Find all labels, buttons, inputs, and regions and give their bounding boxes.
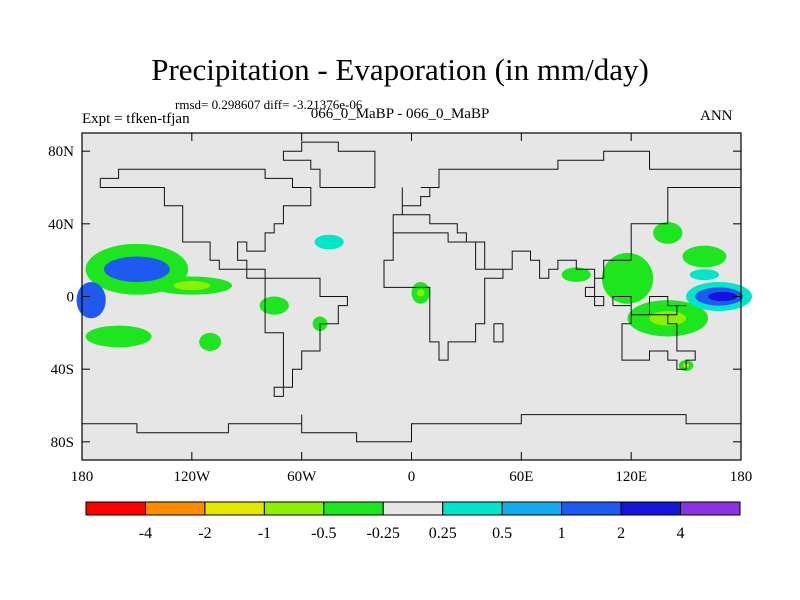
x-tick-label: 180 xyxy=(71,469,94,485)
colorbar-box xyxy=(144,501,206,516)
chart-title: Precipitation - Evaporation (in mm/day) xyxy=(151,52,649,87)
stats-text: rmsd= 0.298607 diff= -3.21376e-06 xyxy=(175,97,363,112)
y-tick-label: 40S xyxy=(51,362,74,378)
y-tick-label: 80S xyxy=(51,435,74,451)
colorbar-label: -2 xyxy=(198,525,211,542)
anomaly-region xyxy=(85,325,152,348)
experiment-label: Expt = tfken-tfjan xyxy=(82,111,190,127)
y-tick-label: 40N xyxy=(48,217,74,233)
anomaly-region xyxy=(653,222,683,244)
colorbar-box xyxy=(680,501,741,516)
x-tick-label: 60W xyxy=(287,469,317,485)
x-tick-label: 120E xyxy=(615,469,647,485)
season-label: ANN xyxy=(700,108,733,124)
anomaly-region xyxy=(76,281,106,319)
colorbar-label: 2 xyxy=(617,525,625,542)
x-tick-label: 60E xyxy=(509,469,533,485)
axes-layer: 180 120W 60W 0 60E 120E 180 80N 40N 0 40S 80S xyxy=(48,133,752,485)
anomaly-region xyxy=(199,332,222,351)
anomaly-region xyxy=(259,296,289,315)
x-tick-label: 180 xyxy=(730,469,753,485)
colorbar-box xyxy=(204,501,265,516)
anomaly-region xyxy=(416,289,425,297)
colorbar-label: -0.5 xyxy=(311,525,336,542)
anomaly-region xyxy=(103,256,170,282)
colorbar-label: -1 xyxy=(258,525,271,542)
colorbar-label: 0.25 xyxy=(429,525,457,542)
chart-subtitle: 066_0_MaBP - 066_0_MaBP xyxy=(310,106,490,122)
colorbar-box xyxy=(263,501,325,516)
anomaly-region xyxy=(708,291,738,302)
colorbar-box xyxy=(85,501,146,516)
colorbar-box xyxy=(323,501,384,516)
colorbar-box xyxy=(442,501,503,516)
anomaly-region xyxy=(173,281,211,291)
y-tick-label: 0 xyxy=(67,290,75,306)
coastline-outline xyxy=(82,141,742,443)
colorbar-box xyxy=(620,501,682,516)
y-tick-label: 80N xyxy=(48,144,74,160)
colorbar-label: 1 xyxy=(558,525,566,542)
anomaly-region xyxy=(601,252,654,304)
anomaly-region xyxy=(314,234,344,250)
colorbar-label: 4 xyxy=(677,525,685,542)
colorbar-box xyxy=(382,501,444,516)
colorbar-label: 0.5 xyxy=(492,525,512,542)
x-tick-label: 120W xyxy=(173,469,211,485)
colorbar-label: -0.25 xyxy=(367,525,400,542)
colorbar-box xyxy=(501,501,563,516)
colorbar-label: -4 xyxy=(139,525,152,542)
anomaly-region xyxy=(682,245,727,268)
anomaly-region xyxy=(561,267,591,282)
x-tick-label: 0 xyxy=(408,469,416,485)
anomaly-region xyxy=(689,269,720,281)
colorbar-box xyxy=(561,501,622,516)
colorbar: -4 -2 -1 -0.5 -0.25 0.25 0.5 1 2 4 xyxy=(85,501,741,542)
